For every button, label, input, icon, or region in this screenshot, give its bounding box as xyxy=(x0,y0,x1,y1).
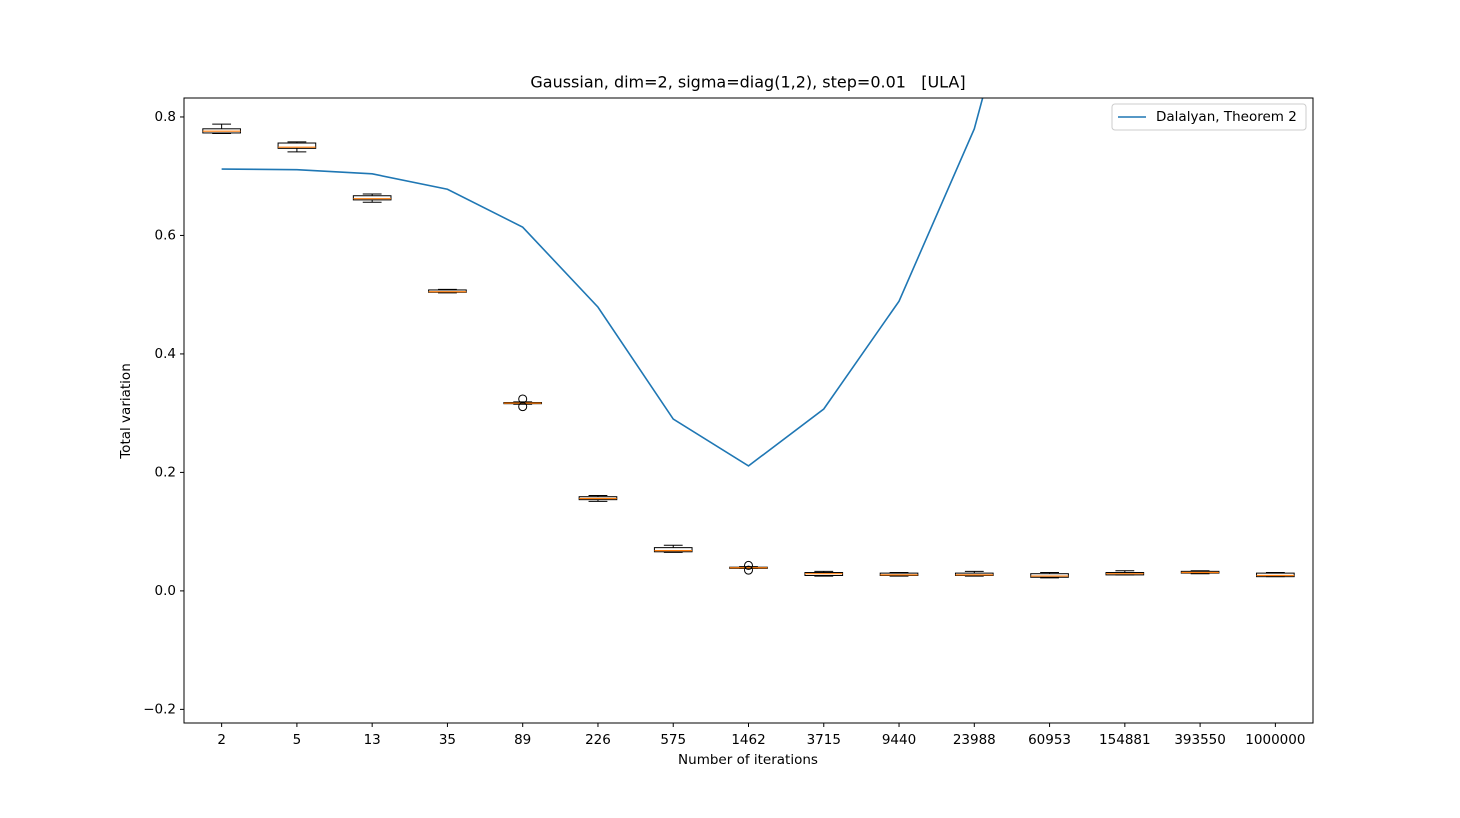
x-tick-label: 575 xyxy=(660,732,686,748)
x-tick-label: 393550 xyxy=(1174,732,1226,748)
x-tick-label: 3715 xyxy=(807,732,841,748)
y-tick-label: 0.6 xyxy=(155,227,176,243)
x-tick-label: 13 xyxy=(364,732,381,748)
legend-label: Dalalyan, Theorem 2 xyxy=(1156,109,1297,125)
line-series xyxy=(221,98,984,467)
flier xyxy=(744,565,753,575)
x-tick-label: 60953 xyxy=(1028,732,1071,748)
x-tick-label: 1000000 xyxy=(1245,732,1305,748)
x-tick-label: 1462 xyxy=(731,732,765,748)
x-tick-label: 35 xyxy=(439,732,456,748)
x-axis-label: Number of iterations xyxy=(678,752,818,768)
x-tick-label: 154881 xyxy=(1099,732,1151,748)
box xyxy=(352,195,392,201)
chart-title: Gaussian, dim=2, sigma=diag(1,2), step=0… xyxy=(530,73,965,92)
x-tick-label: 2 xyxy=(217,732,226,748)
y-tick-label: 0.4 xyxy=(155,346,176,362)
flier xyxy=(744,560,753,570)
x-tick-label: 89 xyxy=(514,732,531,748)
x-tick-label: 9440 xyxy=(882,732,916,748)
x-tick-label: 23988 xyxy=(953,732,996,748)
legend-box xyxy=(1111,103,1307,131)
x-tick-label: 226 xyxy=(585,732,611,748)
box xyxy=(277,142,317,149)
y-axis-label: Total variation xyxy=(118,363,134,460)
y-tick-label: −0.2 xyxy=(143,701,176,717)
flier xyxy=(518,394,528,404)
plot-area xyxy=(202,98,1295,579)
y-tick-label: 0.8 xyxy=(155,109,176,125)
x-tick-label: 5 xyxy=(293,732,302,748)
y-tick-label: 0.0 xyxy=(155,583,176,599)
box xyxy=(653,547,693,553)
y-tick-label: 0.2 xyxy=(155,464,176,480)
